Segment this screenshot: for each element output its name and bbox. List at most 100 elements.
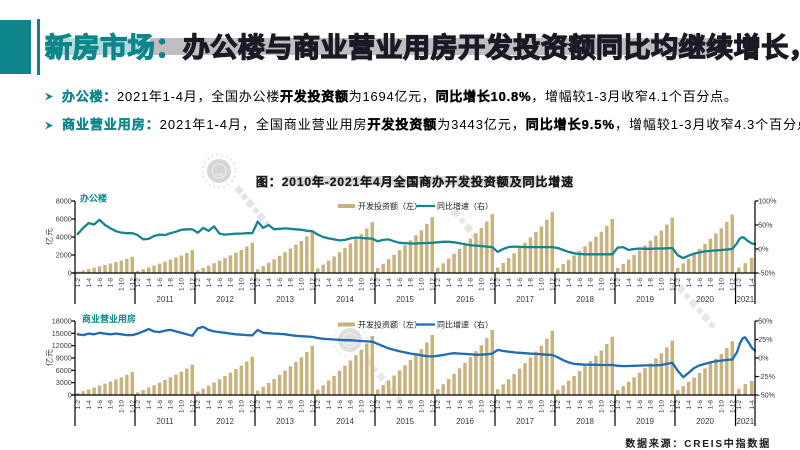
svg-text:1-6: 1-6 [277,278,284,288]
svg-text:1-8: 1-8 [108,400,115,410]
svg-text:-25%: -25% [758,372,775,381]
svg-text:1-4: 1-4 [86,400,93,410]
svg-text:同比增速（右）: 同比增速（右） [437,320,493,330]
svg-text:1-6: 1-6 [217,278,224,288]
svg-text:1-2: 1-2 [135,400,142,410]
svg-text:1-2: 1-2 [375,400,382,410]
svg-text:2017: 2017 [516,295,534,304]
svg-text:1-10: 1-10 [419,278,426,291]
svg-text:亿元: 亿元 [44,348,54,366]
svg-text:50%: 50% [758,317,773,326]
svg-text:1-6: 1-6 [337,278,344,288]
svg-text:1-4: 1-4 [749,400,756,410]
svg-text:1-2: 1-2 [255,278,262,288]
svg-text:1-4: 1-4 [266,400,273,410]
svg-text:1-2: 1-2 [315,400,322,410]
svg-text:1-12: 1-12 [129,400,136,413]
svg-text:1-2: 1-2 [75,278,82,288]
svg-text:2019: 2019 [636,295,654,304]
svg-text:1-4: 1-4 [626,400,633,410]
svg-text:25%: 25% [758,335,773,344]
svg-text:2016: 2016 [456,417,474,426]
svg-text:1-6: 1-6 [577,400,584,410]
svg-text:商业营业用房: 商业营业用房 [82,313,136,324]
svg-text:2020: 2020 [696,295,714,304]
svg-text:1-6: 1-6 [277,400,284,410]
svg-text:6000: 6000 [56,366,72,375]
svg-text:12000: 12000 [52,341,72,350]
svg-text:1-2: 1-2 [135,278,142,288]
svg-text:2019: 2019 [636,417,654,426]
svg-text:1-2: 1-2 [736,278,743,288]
svg-text:1-8: 1-8 [528,278,535,288]
svg-text:1-10: 1-10 [179,400,186,413]
svg-text:1-12: 1-12 [129,278,136,291]
svg-text:1-6: 1-6 [517,400,524,410]
svg-text:1-12: 1-12 [669,278,676,291]
svg-text:0: 0 [68,391,72,400]
svg-text:1-4: 1-4 [86,278,93,288]
svg-text:1-6: 1-6 [97,400,104,410]
svg-text:1-12: 1-12 [729,278,736,291]
svg-text:1-12: 1-12 [609,278,616,291]
svg-text:1-8: 1-8 [228,278,235,288]
svg-text:1-12: 1-12 [309,400,316,413]
svg-text:100%: 100% [758,197,777,206]
svg-text:1-12: 1-12 [729,400,736,413]
svg-text:-50%: -50% [758,269,775,278]
svg-text:1-6: 1-6 [157,278,164,288]
svg-text:1-8: 1-8 [408,400,415,410]
svg-text:2011: 2011 [156,417,174,426]
svg-text:0%: 0% [758,245,769,254]
svg-text:1-12: 1-12 [309,278,316,291]
svg-text:1-12: 1-12 [189,278,196,291]
svg-text:1-2: 1-2 [495,278,502,288]
svg-text:1-2: 1-2 [195,400,202,410]
svg-text:2012: 2012 [216,295,234,304]
svg-text:1-4: 1-4 [206,400,213,410]
svg-text:1-2: 1-2 [675,278,682,288]
svg-text:2018: 2018 [576,295,594,304]
svg-text:1-10: 1-10 [659,278,666,291]
svg-text:1-4: 1-4 [446,400,453,410]
svg-text:1-8: 1-8 [168,400,175,410]
svg-text:1-4: 1-4 [326,278,333,288]
svg-text:1-10: 1-10 [299,278,306,291]
svg-text:同比增速（右）: 同比增速（右） [437,201,493,211]
svg-text:开发投资额（左）: 开发投资额（左） [358,320,422,330]
svg-text:1-6: 1-6 [517,278,524,288]
svg-text:1-2: 1-2 [375,278,382,288]
svg-text:4000: 4000 [56,233,72,242]
svg-text:1-4: 1-4 [506,400,513,410]
svg-text:1-4: 1-4 [206,278,213,288]
svg-text:办公楼: 办公楼 [80,193,107,204]
svg-text:1-8: 1-8 [348,278,355,288]
svg-text:1-4: 1-4 [146,400,153,410]
svg-text:2017: 2017 [516,417,534,426]
svg-text:1-4: 1-4 [446,278,453,288]
svg-text:1-8: 1-8 [408,278,415,288]
svg-text:6000: 6000 [56,215,72,224]
svg-text:1-12: 1-12 [489,400,496,413]
svg-text:1-10: 1-10 [239,400,246,413]
svg-text:1-4: 1-4 [626,278,633,288]
svg-text:1-2: 1-2 [75,400,82,410]
svg-text:2000: 2000 [56,251,72,260]
svg-text:1-6: 1-6 [697,400,704,410]
svg-text:亿元: 亿元 [44,227,54,245]
svg-text:1-8: 1-8 [108,278,115,288]
svg-text:开发投资额（左）: 开发投资额（左） [358,201,422,211]
svg-text:1-4: 1-4 [266,278,273,288]
svg-text:1-12: 1-12 [549,400,556,413]
svg-text:1-12: 1-12 [429,278,436,291]
svg-text:1-12: 1-12 [429,400,436,413]
svg-text:2015: 2015 [396,295,414,304]
svg-text:1-4: 1-4 [686,400,693,410]
svg-text:1-4: 1-4 [749,278,756,288]
svg-text:1-2: 1-2 [315,278,322,288]
svg-text:1-6: 1-6 [217,400,224,410]
svg-text:1-8: 1-8 [468,278,475,288]
svg-text:1-2: 1-2 [435,400,442,410]
svg-text:0%: 0% [758,354,769,363]
svg-text:1-10: 1-10 [719,400,726,413]
